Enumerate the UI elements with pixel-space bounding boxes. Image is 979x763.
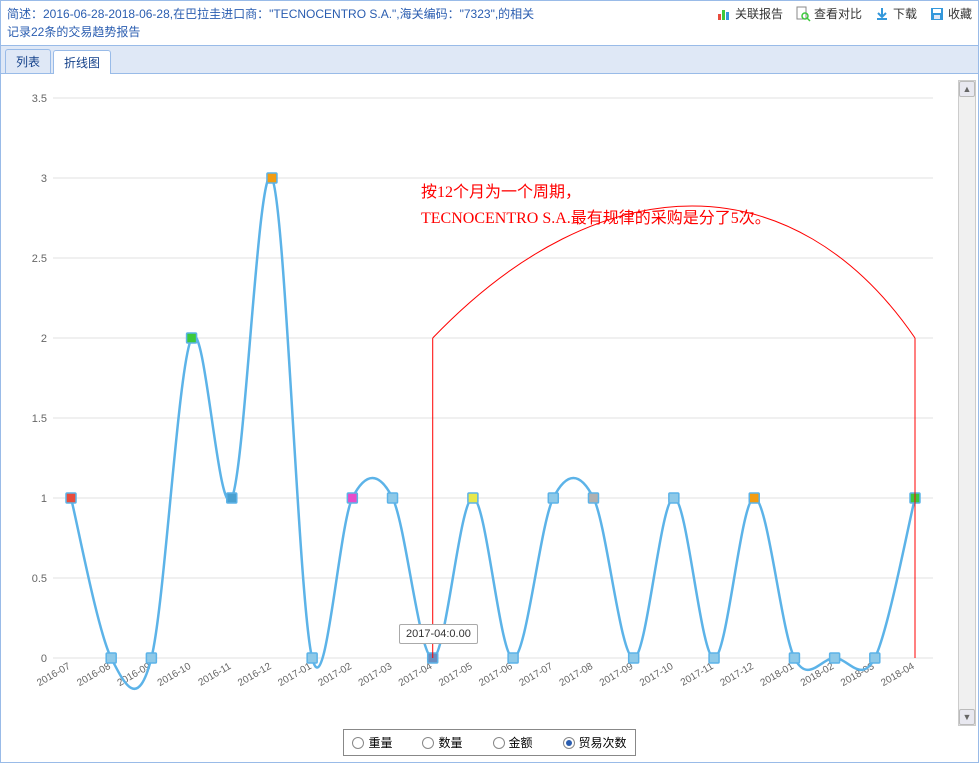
scroll-down-button[interactable]: ▼ bbox=[959, 709, 975, 725]
report-description: 简述：2016-06-28-2018-06-28,在巴拉圭进口商："TECNOC… bbox=[7, 5, 537, 41]
document-search-icon bbox=[795, 6, 811, 22]
legend-item[interactable]: 贸易次数 bbox=[563, 734, 627, 751]
view-compare-button[interactable]: 查看对比 bbox=[795, 5, 862, 22]
svg-text:2.5: 2.5 bbox=[32, 253, 47, 265]
legend-item[interactable]: 重量 bbox=[352, 734, 392, 751]
legend-label: 金额 bbox=[509, 734, 533, 751]
download-icon bbox=[874, 6, 890, 22]
svg-text:2017-01: 2017-01 bbox=[276, 661, 314, 689]
legend-label: 重量 bbox=[368, 734, 392, 751]
annotation-line2: TECNOCENTRO S.A.最有规律的采购是分了5次。 bbox=[421, 206, 771, 232]
svg-text:0.5: 0.5 bbox=[32, 573, 47, 585]
svg-text:2016-11: 2016-11 bbox=[197, 661, 234, 689]
bar-chart-icon bbox=[716, 6, 732, 22]
radio-icon bbox=[493, 737, 505, 749]
radio-icon bbox=[422, 737, 434, 749]
radio-icon bbox=[563, 737, 575, 749]
svg-text:2017-02: 2017-02 bbox=[317, 661, 355, 689]
svg-text:2017-08: 2017-08 bbox=[558, 661, 596, 689]
svg-text:2018-04: 2018-04 bbox=[879, 661, 917, 689]
tab-bar: 列表 折线图 bbox=[1, 46, 978, 74]
chart-tooltip: 2017-04:0.00 bbox=[399, 624, 478, 644]
legend-item[interactable]: 金额 bbox=[493, 734, 533, 751]
tab-list[interactable]: 列表 bbox=[5, 49, 51, 73]
svg-text:2017-07: 2017-07 bbox=[517, 661, 555, 689]
annotation-text: 按12个月为一个周期， TECNOCENTRO S.A.最有规律的采购是分了5次… bbox=[421, 180, 771, 231]
svg-text:2016-10: 2016-10 bbox=[156, 661, 194, 689]
svg-text:2017-10: 2017-10 bbox=[638, 661, 676, 689]
legend-label: 数量 bbox=[438, 734, 462, 751]
chart-legend: 重量 数量 金额 贸易次数 bbox=[343, 729, 635, 756]
svg-text:2017-05: 2017-05 bbox=[437, 661, 475, 689]
tab-line-chart[interactable]: 折线图 bbox=[53, 50, 111, 74]
svg-text:3: 3 bbox=[41, 173, 47, 185]
app-window: 简述：2016-06-28-2018-06-28,在巴拉圭进口商："TECNOC… bbox=[0, 0, 979, 763]
radio-icon bbox=[352, 737, 364, 749]
legend-item[interactable]: 数量 bbox=[422, 734, 462, 751]
svg-text:2016-12: 2016-12 bbox=[236, 661, 274, 689]
favorite-button[interactable]: 收藏 bbox=[929, 5, 972, 22]
toolbar-label: 下载 bbox=[893, 5, 917, 22]
svg-text:2017-03: 2017-03 bbox=[357, 661, 395, 689]
svg-text:1.5: 1.5 bbox=[32, 413, 47, 425]
scroll-up-button[interactable]: ▲ bbox=[959, 81, 975, 97]
toolbar-label: 查看对比 bbox=[814, 5, 862, 22]
floppy-icon bbox=[929, 6, 945, 22]
svg-text:2018-01: 2018-01 bbox=[759, 661, 797, 689]
annotation-line1: 按12个月为一个周期， bbox=[421, 180, 771, 206]
svg-text:2017-06: 2017-06 bbox=[477, 661, 515, 689]
related-report-button[interactable]: 关联报告 bbox=[716, 5, 783, 22]
download-button[interactable]: 下载 bbox=[874, 5, 917, 22]
header-bar: 简述：2016-06-28-2018-06-28,在巴拉圭进口商："TECNOC… bbox=[1, 1, 978, 46]
legend-label: 贸易次数 bbox=[579, 734, 627, 751]
svg-text:2017-12: 2017-12 bbox=[718, 661, 756, 689]
chart-panel: 00.511.522.533.52016-072016-082016-09201… bbox=[1, 74, 978, 762]
svg-text:2017-04: 2017-04 bbox=[397, 661, 435, 689]
svg-text:2017-09: 2017-09 bbox=[598, 661, 636, 689]
svg-text:3.5: 3.5 bbox=[32, 93, 47, 105]
toolbar: 关联报告 查看对比 下载 收藏 bbox=[716, 5, 972, 22]
svg-text:0: 0 bbox=[41, 653, 47, 665]
toolbar-label: 关联报告 bbox=[735, 5, 783, 22]
svg-text:2: 2 bbox=[41, 333, 47, 345]
svg-text:2016-07: 2016-07 bbox=[35, 661, 73, 689]
toolbar-label: 收藏 bbox=[948, 5, 972, 22]
vertical-scrollbar[interactable]: ▲ ▼ bbox=[958, 80, 976, 726]
svg-text:1: 1 bbox=[41, 493, 47, 505]
svg-text:2017-11: 2017-11 bbox=[679, 661, 716, 689]
svg-text:2016-08: 2016-08 bbox=[75, 661, 113, 689]
